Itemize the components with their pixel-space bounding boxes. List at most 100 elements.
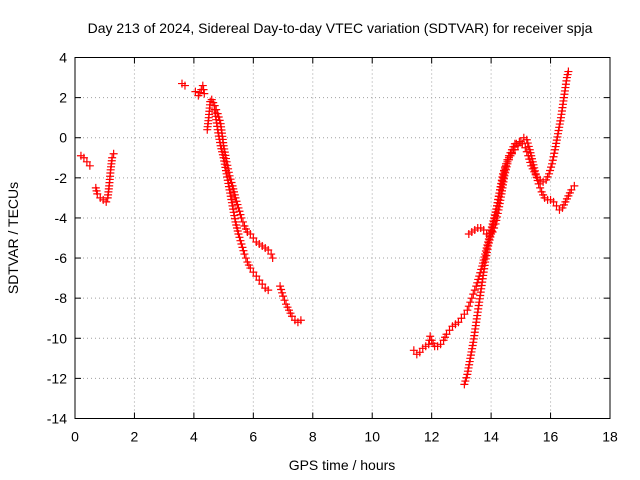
data-point: [564, 67, 573, 76]
data-point: [424, 340, 433, 349]
data-point: [454, 318, 463, 327]
data-point: [246, 264, 255, 273]
data-point: [231, 193, 240, 202]
data-point: [436, 340, 445, 349]
data-point: [463, 306, 472, 315]
x-tick-label: 16: [543, 429, 559, 445]
data-point: [233, 200, 242, 209]
data-point: [549, 197, 558, 206]
x-tick-label: 2: [131, 429, 139, 445]
data-point: [501, 159, 510, 168]
data-point: [191, 87, 200, 96]
axis-ticks: 0 2 4 6 8 10 12 14 16 18 4 2 0 -2 -4 -6 -8 -10 -12 -14: [47, 50, 618, 445]
data-point: [522, 135, 531, 144]
x-tick-label: 0: [71, 429, 79, 445]
x-tick-label: 6: [249, 429, 257, 445]
data-point: [415, 348, 424, 357]
y-tick-label: -8: [55, 290, 68, 306]
data-point: [473, 278, 482, 287]
data-point: [264, 246, 273, 255]
data-point: [199, 85, 208, 94]
data-point: [280, 296, 289, 305]
data-point: [547, 163, 556, 172]
data-point: [249, 234, 258, 242]
data-point: [570, 181, 579, 190]
data-point: [93, 189, 102, 198]
data-point: [462, 373, 471, 382]
data-point: [277, 285, 286, 294]
data-point: [268, 254, 277, 263]
data-point: [460, 310, 469, 319]
data-point: [549, 152, 558, 161]
data-point: [521, 143, 530, 152]
data-point: [198, 81, 207, 90]
data-point: [236, 210, 245, 219]
data-point: [237, 213, 246, 222]
data-point: [278, 288, 287, 297]
chart-title: Day 213 of 2024, Sidereal Day-to-day VTE…: [88, 20, 593, 36]
data-point: [85, 161, 94, 170]
data-point: [522, 147, 531, 156]
data-point: [499, 166, 508, 175]
data-point: [276, 282, 285, 291]
data-point: [267, 250, 276, 259]
data-point: [234, 229, 243, 238]
data-point: [467, 294, 476, 303]
data-point: [470, 286, 479, 295]
data-point: [82, 157, 91, 166]
data-point: [461, 377, 470, 386]
data-point: [296, 316, 305, 325]
y-axis-title: SDTVAR / TECUs: [5, 182, 21, 294]
x-tick-label: 14: [483, 429, 499, 445]
data-point: [469, 290, 478, 299]
data-point: [567, 185, 576, 194]
data-point: [246, 229, 255, 238]
data-point: [238, 243, 247, 252]
data-point: [237, 240, 246, 249]
data-point: [235, 207, 244, 216]
data-point: [548, 156, 557, 165]
y-tick-label: 2: [59, 90, 67, 106]
data-point: [249, 268, 258, 277]
y-tick-label: 4: [59, 50, 67, 66]
x-tick-label: 12: [424, 429, 440, 445]
x-axis-title: GPS time / hours: [289, 457, 396, 473]
data-point: [550, 149, 559, 158]
data-point: [524, 142, 533, 151]
data-point: [526, 158, 535, 167]
data-point: [232, 197, 241, 206]
data-point: [546, 166, 555, 175]
data-point: [109, 149, 118, 158]
plot-frame: [74, 57, 611, 419]
data-point: [523, 139, 532, 148]
data-point: [287, 312, 296, 321]
data-point: [238, 217, 247, 226]
data-point: [479, 225, 488, 234]
data-point: [264, 286, 273, 295]
y-tick-label: 0: [59, 130, 67, 146]
x-tick-label: 10: [364, 429, 380, 445]
data-point: [510, 139, 519, 148]
data-point: [79, 153, 88, 162]
data-point: [252, 272, 261, 281]
data-point: [524, 151, 533, 160]
data-point: [503, 155, 512, 164]
data-point: [108, 153, 117, 162]
data-point: [545, 169, 554, 178]
x-tick-label: 8: [309, 429, 317, 445]
x-tick-label: 18: [602, 429, 618, 445]
y-tick-label: -10: [47, 330, 67, 346]
data-point: [525, 155, 534, 164]
data-point: [180, 81, 189, 90]
y-tick-label: -12: [47, 370, 67, 386]
data-point: [534, 179, 543, 188]
data-point: [445, 326, 454, 335]
data-point: [442, 330, 451, 339]
data-point: [241, 254, 250, 263]
data-point: [426, 332, 435, 341]
data-point: [536, 183, 545, 192]
data-point: [236, 236, 245, 245]
data-point: [258, 280, 267, 289]
data-point: [466, 298, 475, 307]
